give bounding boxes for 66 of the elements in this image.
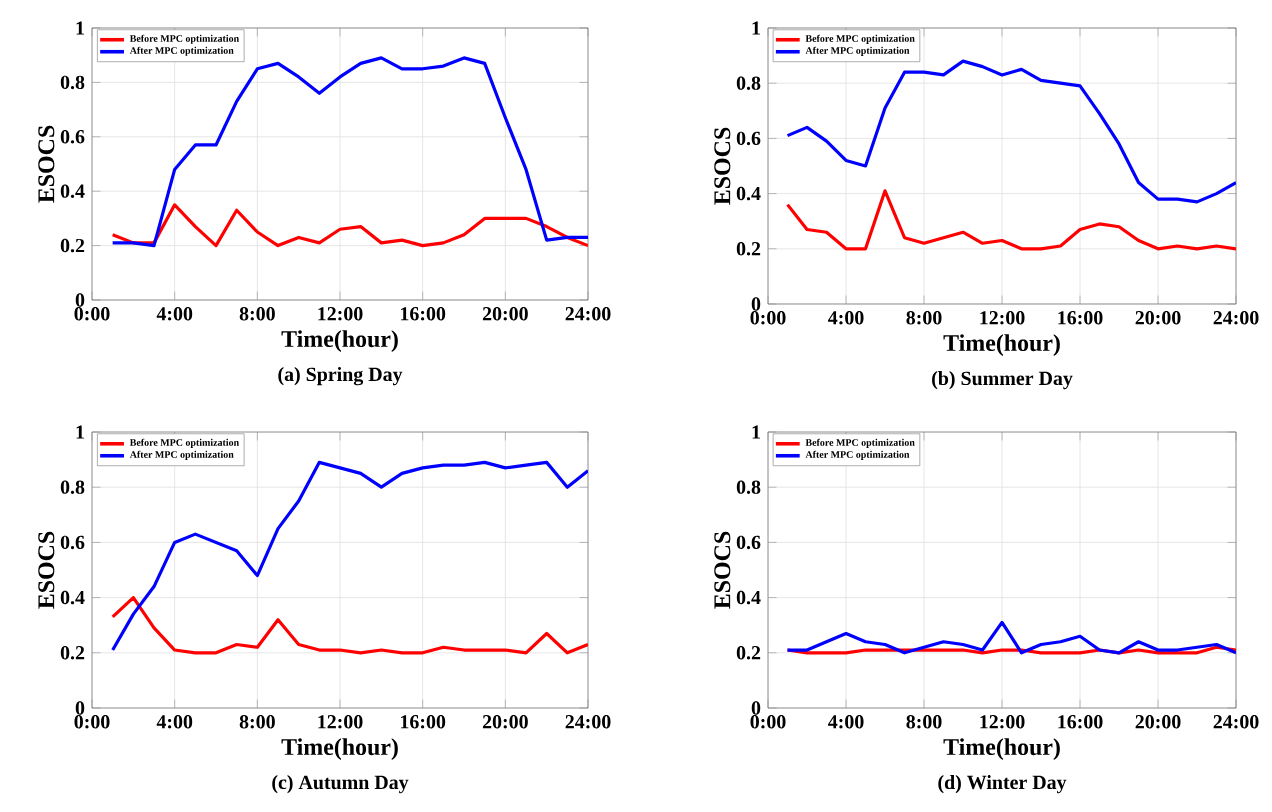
y-tick-label: 0.8 bbox=[60, 75, 85, 90]
x-tick-label: 0:00 bbox=[750, 715, 786, 729]
x-tick-label: 0:00 bbox=[750, 311, 786, 325]
line-series bbox=[111, 56, 589, 248]
y-tick-label: 0.6 bbox=[736, 131, 761, 146]
x-tick-label: 24:00 bbox=[565, 715, 611, 729]
x-axis-title: Time(hour) bbox=[943, 334, 1060, 356]
y-axis-title: ESOCS bbox=[714, 531, 731, 609]
y-tick-label: 0.8 bbox=[736, 480, 761, 494]
x-tick-label: 20:00 bbox=[1135, 311, 1181, 325]
x-tick-label: 4:00 bbox=[156, 715, 193, 729]
y-tick-label: 0 bbox=[751, 297, 761, 311]
y-tick-label: 0 bbox=[75, 701, 85, 715]
y-axis-title: ESOCS bbox=[714, 127, 731, 205]
y-tick-label: 0.2 bbox=[736, 646, 761, 660]
text: (d) Winter Day bbox=[938, 775, 1067, 794]
x-tick-label: 0:00 bbox=[74, 307, 110, 321]
x-axis-title: Time(hour) bbox=[943, 738, 1060, 760]
x-tick-label: 16:00 bbox=[401, 307, 446, 321]
text: (a) Spring Day bbox=[278, 367, 403, 386]
x-tick-label: 12:00 bbox=[318, 715, 363, 729]
x-tick-label: 20:00 bbox=[482, 715, 528, 729]
y-tick-label: 1 bbox=[752, 21, 760, 35]
x-tick-label: 12:00 bbox=[318, 307, 363, 321]
x-axis-title: Time(hour) bbox=[281, 330, 398, 352]
y-tick-label: 0.2 bbox=[60, 646, 85, 660]
x-tick-label: 24:00 bbox=[1213, 311, 1259, 325]
y-tick-label: 0.4 bbox=[736, 590, 761, 605]
y-tick-label: 0.8 bbox=[736, 76, 761, 90]
x-tick-label: 16:00 bbox=[401, 715, 446, 729]
text: (b) Summer Day bbox=[932, 371, 1073, 390]
x-tick-label: 16:00 bbox=[1058, 311, 1103, 325]
x-tick-label: 24:00 bbox=[1213, 715, 1259, 729]
y-tick-label: 0.2 bbox=[60, 238, 85, 253]
y-tick-label: 0 bbox=[751, 701, 761, 715]
x-tick-label: 4:00 bbox=[828, 311, 864, 325]
y-tick-label: 0.6 bbox=[60, 130, 85, 144]
y-axis-title: ESOCS bbox=[38, 125, 55, 203]
y-tick-label: 0.4 bbox=[60, 184, 85, 198]
x-tick-label: 8:00 bbox=[906, 715, 942, 729]
y-tick-label: 1 bbox=[752, 425, 760, 439]
x-axis-title: Time(hour) bbox=[281, 738, 398, 760]
x-tick-label: 4:00 bbox=[156, 307, 193, 321]
line-series bbox=[785, 189, 1237, 251]
y-tick-label: 1 bbox=[76, 425, 84, 439]
x-tick-label: 8:00 bbox=[239, 307, 275, 321]
text: (c) Autumn Day bbox=[272, 775, 409, 794]
y-tick-label: 0.4 bbox=[736, 186, 761, 201]
x-tick-label: 24:00 bbox=[565, 307, 611, 321]
x-tick-label: 4:00 bbox=[828, 715, 864, 729]
x-tick-label: 0:00 bbox=[74, 715, 110, 729]
y-tick-label: 0.2 bbox=[736, 242, 761, 256]
x-tick-label: 12:00 bbox=[980, 311, 1025, 325]
x-tick-label: 12:00 bbox=[980, 715, 1025, 729]
y-tick-label: 0.4 bbox=[60, 590, 85, 605]
x-tick-label: 20:00 bbox=[482, 307, 528, 321]
x-tick-label: 8:00 bbox=[906, 311, 942, 325]
x-tick-label: 8:00 bbox=[239, 715, 275, 729]
y-tick-label: 1 bbox=[76, 21, 84, 35]
y-axis-title: ESOCS bbox=[38, 531, 55, 609]
x-tick-label: 16:00 bbox=[1058, 715, 1103, 729]
y-tick-label: 0.6 bbox=[60, 535, 85, 550]
y-tick-label: 0.6 bbox=[736, 535, 761, 550]
y-tick-label: 0.8 bbox=[60, 480, 85, 494]
y-tick-label: 0 bbox=[75, 293, 85, 307]
x-tick-label: 20:00 bbox=[1135, 715, 1181, 729]
